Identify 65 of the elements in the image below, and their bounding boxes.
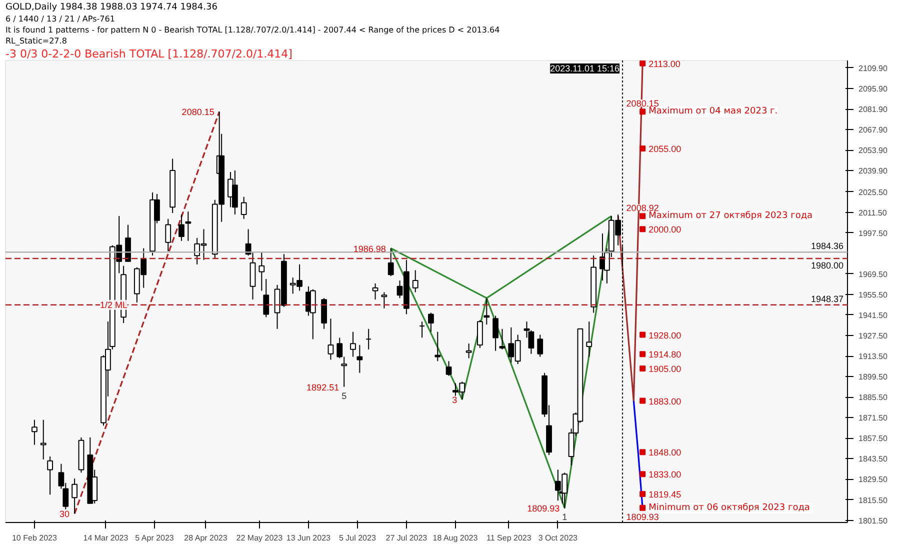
x-tick-label: 11 Sep 2023 (486, 534, 532, 542)
annotation: 1/2 ML (100, 300, 128, 310)
chart-subtitle: 6 / 1440 / 13 / 21 / APs-761 (6, 14, 115, 24)
data-label: 1809.93 (626, 512, 659, 522)
ref-line-label: 1984.36 (810, 241, 844, 252)
chart-title: GOLD,Daily 1984.38 1988.03 1974.74 1984.36 (6, 2, 218, 12)
y-tick-label: 1969.50 (858, 270, 888, 279)
y-tick-label: 1955.50 (858, 290, 888, 300)
annotation: 1986.98 (353, 244, 386, 254)
y-tick-label: 1997.50 (858, 228, 888, 238)
x-tick-label: 10 Feb 2023 (12, 534, 58, 542)
data-label: 1833.00 (648, 470, 682, 480)
x-tick-label: 18 Aug 2023 (432, 534, 478, 542)
annotation: 1892.51 (306, 382, 340, 392)
data-label: 1883.00 (648, 396, 682, 406)
annotation: 3 (452, 394, 458, 405)
text: RL_Static=27.8 (6, 36, 67, 46)
y-tick-label: 1843.50 (858, 454, 888, 464)
y-tick-label: 1857.50 (858, 434, 888, 444)
annotation: 1 (562, 512, 568, 522)
y-tick-label: 1927.50 (858, 332, 888, 340)
data-label: 2055.00 (648, 144, 682, 154)
y-tick-label: 2067.90 (858, 126, 888, 135)
text: It is found 1 patterns - for pattern N 0 - Bearish TOTAL [1.128/.707/2.0/1.414] - 2007.44 < Range of the prices D < 2013.64 (6, 26, 500, 34)
ref-line-label: 1980.00 (810, 260, 844, 270)
y-tick-label: 2081.90 (858, 105, 888, 114)
x-tick-label: 5 Jul 2023 (338, 534, 376, 542)
data-label: 1848.00 (648, 448, 682, 458)
y-tick-label: 1871.50 (858, 414, 888, 423)
data-label: 1914.80 (648, 350, 682, 360)
annotation: Maximum от 04 мая 2023 г. (648, 106, 778, 117)
data-label: 1905.00 (648, 364, 682, 374)
y-tick-label: 2109.90 (858, 64, 888, 73)
y-tick-label: 1899.50 (858, 372, 888, 382)
y-tick-label: 2095.90 (858, 84, 888, 94)
data-label: 2113.00 (648, 58, 680, 69)
x-tick-label: 13 Jun 2023 (286, 534, 332, 542)
y-tick-label: 2011.50 (858, 208, 888, 218)
y-tick-label: 1885.50 (858, 393, 888, 402)
y-tick-label: 2053.90 (858, 146, 888, 156)
annotation: Maximum от 27 октября 2023 года (648, 211, 813, 222)
y-tick-label: 2039.90 (858, 166, 888, 176)
y-tick-label: 1941.50 (858, 310, 888, 320)
ref-line-label: 1948.37 (810, 294, 844, 304)
annotation: Minimum от 06 октября 2023 года (648, 502, 810, 513)
y-tick-label: 1815.50 (858, 496, 888, 505)
annotation: 1809.93 (527, 503, 560, 514)
x-tick-label: 22 May 2023 (236, 534, 284, 542)
x-tick-label: 14 Mar 2023 (83, 534, 129, 542)
x-tick-label: 27 Jul 2023 (386, 534, 428, 542)
y-tick-label: 1801.50 (858, 516, 888, 526)
ref-line-label: 2023.11.01 15:16 (550, 64, 620, 74)
data-label: 2000.00 (648, 224, 682, 235)
x-tick-label: 5 Apr 2023 (135, 534, 174, 542)
y-tick-label: 2025.50 (858, 188, 888, 197)
annotation: -3 0/3 0-2-2-0 Bearish TOTAL [1.128/.707/2.0/1.414] (6, 48, 292, 60)
y-tick-label: 1829.50 (858, 475, 888, 484)
data-label: 1928.00 (648, 330, 682, 340)
x-tick-label: 28 Apr 2023 (184, 534, 228, 542)
annotation: 2080.15 (182, 107, 214, 118)
data-label: 1819.45 (648, 489, 682, 500)
y-tick-label: 1913.50 (858, 352, 888, 362)
x-tick-label: 3 Oct 2023 (538, 534, 578, 542)
annotation: 5 (342, 390, 347, 401)
annotation: 30 (60, 509, 70, 520)
